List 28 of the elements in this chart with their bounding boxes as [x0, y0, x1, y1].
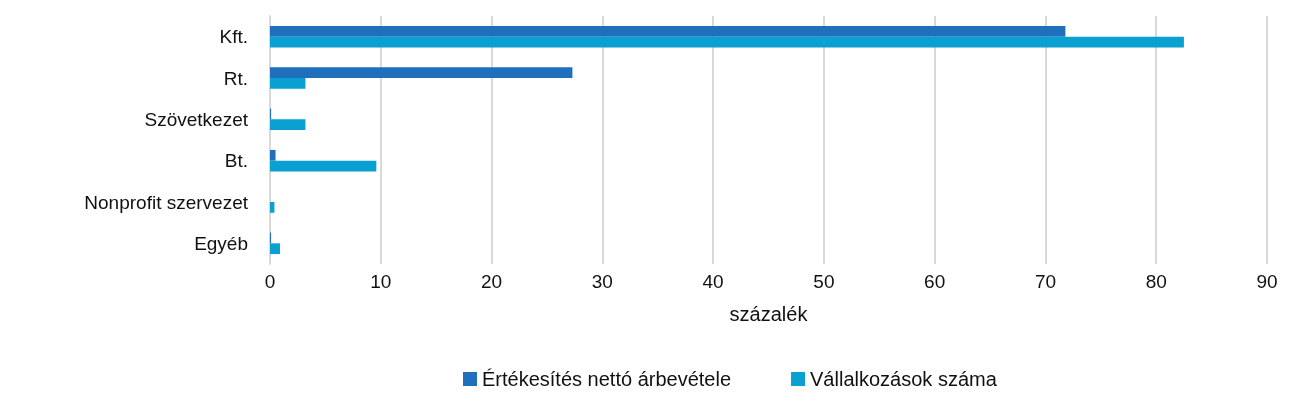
x-tick-label: 50 [813, 271, 835, 292]
y-tick-label: Szövetkezet [144, 108, 249, 130]
bar [270, 25, 1066, 37]
bar [270, 160, 377, 172]
bar [270, 149, 276, 161]
y-tick-label: Kft. [219, 26, 248, 48]
bar [270, 119, 306, 131]
y-tick-label: Egyéb [194, 232, 248, 254]
x-axis-title: százalék [729, 303, 809, 325]
x-tick-label: 70 [1034, 271, 1057, 292]
x-tick-label: 90 [1256, 271, 1278, 292]
x-tick-label: 60 [924, 271, 946, 292]
x-tick-label: 30 [591, 271, 613, 292]
y-tick-label: Nonprofit szervezet [84, 191, 249, 213]
x-tick-label: 10 [370, 271, 392, 292]
bar [270, 243, 280, 255]
bar [270, 67, 573, 78]
bar [270, 78, 306, 89]
legend-label: Értékesítés nettó árbevétele [482, 368, 732, 390]
legend-label: Vállalkozások száma [810, 368, 998, 390]
bar [270, 36, 1184, 48]
x-tick-label: 0 [264, 271, 276, 292]
bar [270, 202, 275, 213]
x-tick-label: 80 [1145, 271, 1167, 292]
x-tick-label: 20 [480, 271, 503, 292]
y-tick-label: Rt. [223, 67, 248, 89]
x-tick-label: 40 [702, 271, 724, 292]
y-tick-label: Bt. [224, 150, 248, 172]
